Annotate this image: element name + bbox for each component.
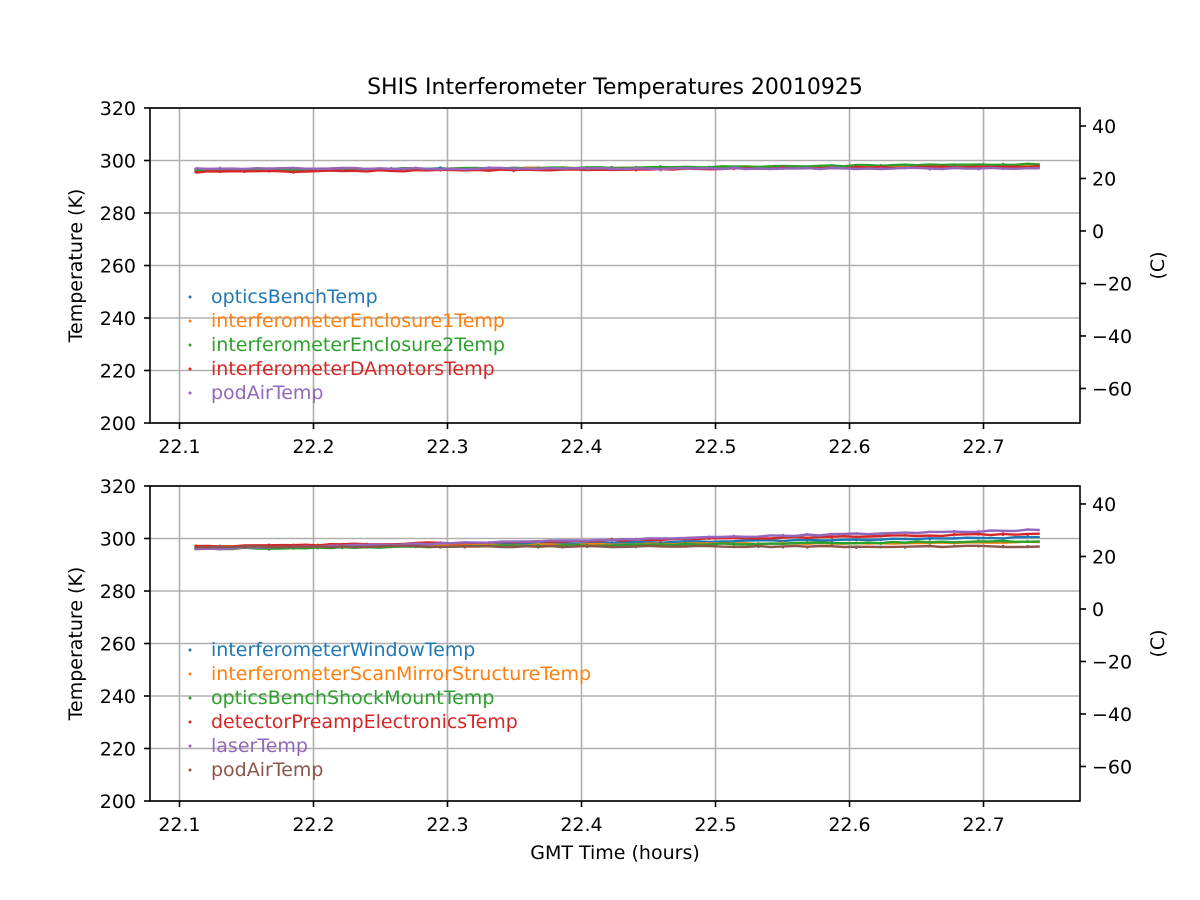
x-tick-label: 22.4 bbox=[560, 814, 602, 836]
x-tick-label: 22.1 bbox=[158, 436, 200, 458]
x-tick-label: 22.2 bbox=[292, 814, 334, 836]
y-tick-label: 200 bbox=[100, 413, 136, 435]
legend-marker bbox=[188, 744, 192, 748]
legend-entry: interferometerDAmotorsTemp bbox=[211, 358, 495, 380]
chart-title: SHIS Interferometer Temperatures 2001092… bbox=[367, 75, 863, 100]
x-tick-label: 22.3 bbox=[426, 814, 468, 836]
legend-marker bbox=[188, 391, 192, 395]
legend-entry: podAirTemp bbox=[211, 382, 323, 404]
x-tick-label: 22.6 bbox=[828, 814, 870, 836]
series-trace bbox=[195, 544, 1040, 549]
y-tick-label: 220 bbox=[100, 361, 136, 383]
x-tick-label: 22.7 bbox=[962, 436, 1004, 458]
y-axis-label: Temperature (K) bbox=[65, 567, 87, 722]
legend-marker bbox=[188, 768, 192, 772]
y-right-tick-label: −40 bbox=[1092, 704, 1132, 726]
y-tick-label: 280 bbox=[100, 203, 136, 225]
y-right-tick-label: −60 bbox=[1092, 756, 1132, 778]
x-tick-label: 22.7 bbox=[962, 814, 1004, 836]
legend-marker bbox=[188, 696, 192, 700]
legend-marker bbox=[188, 295, 192, 299]
legend-marker bbox=[188, 367, 192, 371]
legend-marker bbox=[188, 648, 192, 652]
y-right-tick-label: 0 bbox=[1092, 221, 1104, 243]
y-tick-label: 320 bbox=[100, 476, 136, 498]
legend-entry: laserTemp bbox=[211, 735, 308, 757]
y-tick-label: 300 bbox=[100, 151, 136, 173]
series-podAirTemp bbox=[194, 544, 1040, 549]
legend-marker bbox=[188, 319, 192, 323]
y-right-tick-label: −40 bbox=[1092, 326, 1132, 348]
y-tick-label: 280 bbox=[100, 581, 136, 603]
y-right-axis-label: (C) bbox=[1147, 629, 1169, 657]
y-right-tick-label: −20 bbox=[1092, 273, 1132, 295]
x-axis-label: GMT Time (hours) bbox=[530, 842, 700, 864]
x-tick-label: 22.1 bbox=[158, 814, 200, 836]
y-tick-label: 240 bbox=[100, 686, 136, 708]
y-tick-label: 200 bbox=[100, 791, 136, 813]
series-trace bbox=[195, 166, 1040, 171]
y-tick-label: 240 bbox=[100, 308, 136, 330]
legend-entry: interferometerWindowTemp bbox=[211, 639, 475, 661]
legend-marker bbox=[188, 672, 192, 676]
x-tick-label: 22.5 bbox=[694, 436, 736, 458]
legend: opticsBenchTempinterferometerEnclosure1T… bbox=[188, 286, 505, 404]
y-right-axis-label: (C) bbox=[1147, 251, 1169, 279]
y-right-tick-label: 20 bbox=[1092, 546, 1116, 568]
y-right-tick-label: 0 bbox=[1092, 599, 1104, 621]
legend: interferometerWindowTempinterferometerSc… bbox=[188, 639, 591, 781]
x-tick-label: 22.3 bbox=[426, 436, 468, 458]
y-tick-label: 260 bbox=[100, 256, 136, 278]
legend-marker bbox=[188, 343, 192, 347]
y-right-tick-label: 40 bbox=[1092, 494, 1116, 516]
legend-entry: podAirTemp bbox=[211, 759, 323, 781]
y-tick-label: 300 bbox=[100, 529, 136, 551]
legend-entry: interferometerEnclosure1Temp bbox=[211, 310, 505, 332]
x-tick-label: 22.5 bbox=[694, 814, 736, 836]
legend-marker bbox=[188, 720, 192, 724]
legend-entry: detectorPreampElectronicsTemp bbox=[211, 711, 518, 733]
y-tick-label: 260 bbox=[100, 634, 136, 656]
legend-entry: opticsBenchTemp bbox=[211, 286, 378, 308]
y-tick-label: 320 bbox=[100, 98, 136, 120]
y-right-tick-label: 40 bbox=[1092, 116, 1116, 138]
bottom-panel: 22.1 22.2 22.3 22.4 22.5 22.6 22.7200220240260… bbox=[65, 476, 1169, 836]
x-tick-label: 22.6 bbox=[828, 436, 870, 458]
y-right-tick-label: −60 bbox=[1092, 378, 1132, 400]
series-podAirTemp bbox=[194, 165, 1040, 172]
y-axis-label: Temperature (K) bbox=[65, 189, 87, 344]
x-tick-label: 22.4 bbox=[560, 436, 602, 458]
top-panel: 22.1 22.2 22.3 22.4 22.5 22.6 22.7200220240260… bbox=[65, 98, 1169, 458]
y-right-tick-label: 20 bbox=[1092, 168, 1116, 190]
x-tick-label: 22.2 bbox=[292, 436, 334, 458]
y-right-tick-label: −20 bbox=[1092, 651, 1132, 673]
legend-entry: interferometerScanMirrorStructureTemp bbox=[211, 663, 591, 685]
legend-entry: interferometerEnclosure2Temp bbox=[211, 334, 505, 356]
y-tick-label: 220 bbox=[100, 739, 136, 761]
legend-entry: opticsBenchShockMountTemp bbox=[211, 687, 494, 709]
